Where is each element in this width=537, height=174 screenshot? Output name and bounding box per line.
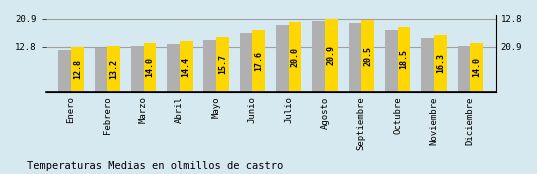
- Bar: [167, 44, 180, 92]
- Text: 14.4: 14.4: [182, 57, 191, 77]
- Bar: [289, 22, 301, 92]
- Bar: [180, 41, 193, 92]
- Bar: [421, 38, 434, 92]
- Bar: [458, 46, 470, 92]
- Text: 18.5: 18.5: [400, 49, 409, 69]
- Bar: [131, 46, 143, 92]
- Text: 20.9: 20.9: [327, 45, 336, 65]
- Bar: [361, 20, 374, 92]
- Bar: [216, 37, 229, 92]
- Bar: [107, 46, 120, 92]
- Bar: [276, 25, 289, 92]
- Bar: [252, 30, 265, 92]
- Text: 20.0: 20.0: [291, 47, 300, 67]
- Text: 12.8: 12.8: [73, 59, 82, 79]
- Bar: [349, 23, 361, 92]
- Bar: [325, 19, 338, 92]
- Bar: [143, 43, 156, 92]
- Text: 13.2: 13.2: [109, 59, 118, 79]
- Text: 14.0: 14.0: [146, 57, 155, 77]
- Text: 17.6: 17.6: [255, 51, 263, 71]
- Text: 15.7: 15.7: [218, 54, 227, 74]
- Text: 20.5: 20.5: [363, 46, 372, 66]
- Bar: [470, 43, 483, 92]
- Bar: [58, 50, 71, 92]
- Bar: [434, 35, 447, 92]
- Bar: [240, 33, 252, 92]
- Bar: [313, 21, 325, 92]
- Bar: [397, 27, 410, 92]
- Bar: [71, 47, 84, 92]
- Text: 16.3: 16.3: [436, 53, 445, 73]
- Bar: [204, 40, 216, 92]
- Bar: [385, 30, 397, 92]
- Text: Temperaturas Medias en olmillos de castro: Temperaturas Medias en olmillos de castr…: [27, 161, 283, 171]
- Text: 14.0: 14.0: [472, 57, 481, 77]
- Bar: [95, 48, 107, 92]
